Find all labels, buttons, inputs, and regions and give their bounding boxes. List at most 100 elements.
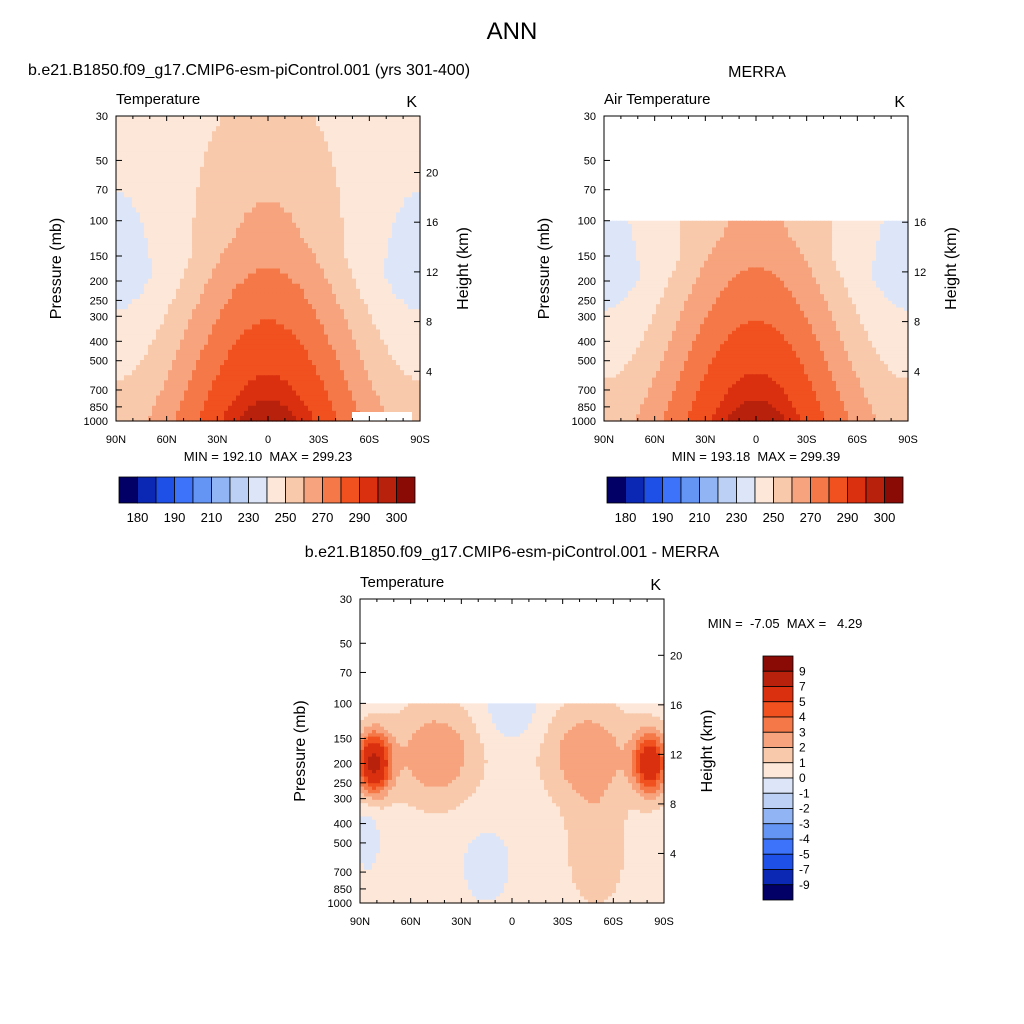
case-field-cell [324,390,329,397]
case-field-cell [120,258,125,265]
case-field-cell [116,283,121,290]
case-field-cell [288,263,293,270]
case-field-cell [192,365,197,371]
case-field-cell [132,314,137,320]
case-field-cell [240,248,245,254]
case-field-cell [116,207,121,214]
case-field-cell [404,227,409,234]
case-field-cell [272,141,277,148]
case-field-cell [332,263,337,270]
case-field-cell [280,344,285,351]
case-field-cell [264,166,269,173]
case-field-cell [168,187,173,193]
case-field-cell [276,202,281,209]
case-field-cell [352,344,357,351]
case-field-cell [276,177,281,183]
case-field-cell [240,217,245,224]
case-field-cell [236,192,241,198]
case-field-cell [284,136,289,143]
case-field-cell [272,243,277,249]
case-field-cell [132,141,137,148]
case-field-cell [200,253,205,259]
case-field-cell [120,182,125,188]
case-field-cell [348,344,353,351]
case-field-cell [324,273,329,280]
obs-field-cell [852,220,857,225]
case-field-cell [252,278,257,285]
case-field-cell [376,166,381,173]
case-field-cell [148,187,153,193]
case-field-cell [240,268,245,275]
case-field-cell [240,171,245,178]
case-field-cell [280,248,285,254]
case-field-cell [324,370,329,376]
obs-field-cell [712,230,717,235]
case-field-cell [360,400,365,407]
case-field-cell [208,116,213,122]
case-field-cell [280,182,285,188]
case-field-cell [232,141,237,148]
case-field-cell [124,177,129,183]
case-field-cell [252,166,257,173]
case-field-cell [316,354,321,361]
case-field-cell [416,410,421,417]
case-field-cell [204,278,209,285]
case-field-cell [404,304,409,310]
case-field-cell [372,329,377,336]
case-field-cell [380,248,385,254]
case-field-cell [412,126,417,132]
case-field-cell [256,354,261,361]
obs-field-cell [732,220,737,225]
case-field-cell [144,390,149,397]
case-field-cell [268,192,273,198]
obs-field-cell [844,220,849,225]
case-field-cell [248,370,253,376]
case-field-cell [412,151,417,158]
case-field-cell [264,314,269,320]
case-field-cell [316,273,321,280]
case-field-cell [172,146,177,153]
case-field-cell [264,385,269,392]
case-field-cell [260,136,265,143]
case-field-cell [372,288,377,295]
case-field-cell [132,273,137,280]
case-field-cell [136,136,141,143]
case-field-cell [412,354,417,361]
case-field-cell [148,375,153,381]
case-field-cell [180,126,185,132]
case-field-cell [328,116,333,122]
case-field-cell [152,207,157,214]
case-field-cell [184,187,189,193]
case-field-cell [388,116,393,122]
case-field-cell [160,365,165,371]
case-field-cell [268,238,273,244]
case-field-cell [172,380,177,387]
case-field-cell [168,217,173,224]
case-field-cell [208,227,213,234]
case-field-cell [328,319,333,326]
case-field-cell [248,182,253,188]
case-colorbar-swatch [359,476,379,504]
case-field-cell [396,405,401,412]
case-field-cell [388,238,393,244]
case-field-cell [300,293,305,300]
case-field-cell [152,232,157,239]
case-field-cell [408,334,413,341]
case-field-cell [164,360,169,366]
case-field-cell [164,283,169,290]
case-field-cell [164,136,169,143]
case-field-cell [316,360,321,366]
case-field-cell [356,187,361,193]
case-field-cell [124,166,129,173]
case-field-cell [204,309,209,315]
case-field-cell [208,166,213,173]
case-field-cell [160,304,165,310]
case-field-cell [124,354,129,361]
case-field-cell [364,217,369,224]
case-field-cell [368,314,373,320]
case-field-cell [400,212,405,219]
case-field-cell [176,126,181,132]
case-field-cell [308,141,313,148]
case-field-cell [132,217,137,224]
case-field-cell [408,177,413,183]
